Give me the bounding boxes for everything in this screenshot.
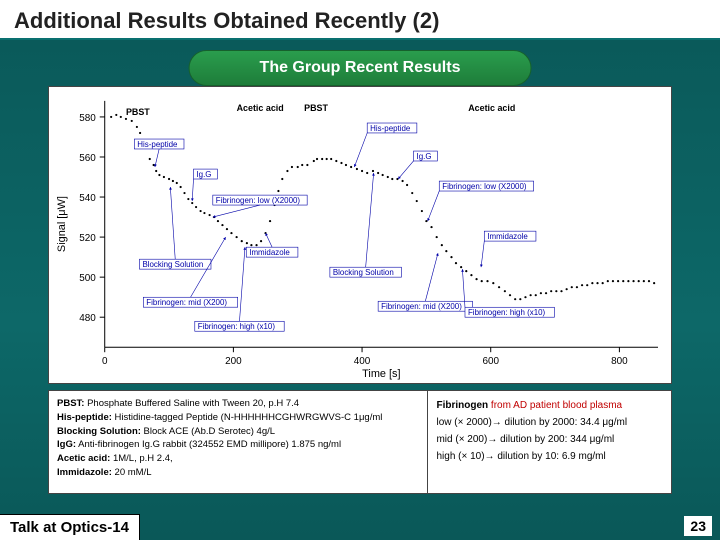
- svg-text:Blocking Solution: Blocking Solution: [142, 260, 203, 269]
- svg-text:Immidazole: Immidazole: [249, 248, 290, 257]
- svg-text:Acetic acid: Acetic acid: [237, 103, 284, 113]
- svg-text:Fibrinogen: mid (X200): Fibrinogen: mid (X200): [146, 298, 227, 307]
- svg-text:540: 540: [79, 193, 96, 204]
- svg-text:His-peptide: His-peptide: [370, 124, 411, 133]
- svg-text:Immidazole: Immidazole: [487, 232, 528, 241]
- svg-text:Time [s]: Time [s]: [362, 368, 400, 380]
- svg-text:PBST: PBST: [126, 107, 150, 117]
- legend-left: PBST: Phosphate Buffered Saline with Twe…: [49, 391, 428, 493]
- svg-text:200: 200: [225, 356, 242, 367]
- legend: PBST: Phosphate Buffered Saline with Twe…: [48, 390, 672, 494]
- svg-text:His-peptide: His-peptide: [137, 140, 178, 149]
- svg-text:560: 560: [79, 153, 96, 164]
- slide-subtitle: The Group Recent Results: [189, 50, 532, 86]
- svg-text:580: 580: [79, 113, 96, 124]
- svg-text:0: 0: [102, 356, 108, 367]
- slide-title: Additional Results Obtained Recently (2): [0, 0, 720, 40]
- svg-text:800: 800: [611, 356, 628, 367]
- svg-text:Ig.G: Ig.G: [196, 170, 211, 179]
- legend-right: Fibrinogen from AD patient blood plasmal…: [428, 391, 671, 493]
- svg-text:Blocking Solution: Blocking Solution: [333, 268, 394, 277]
- svg-text:Acetic acid: Acetic acid: [468, 103, 515, 113]
- svg-text:500: 500: [79, 273, 96, 284]
- svg-text:520: 520: [79, 233, 96, 244]
- page-number: 23: [684, 516, 712, 536]
- svg-text:PBST: PBST: [304, 103, 328, 113]
- svg-text:Ig.G: Ig.G: [417, 152, 432, 161]
- svg-text:Fibrinogen: low (X2000): Fibrinogen: low (X2000): [216, 196, 301, 205]
- svg-text:Signal [μW]: Signal [μW]: [56, 196, 68, 252]
- signal-time-chart: 0 200 400 600 800 480 500 520 540 560 580 Time [s] S…: [48, 86, 672, 384]
- svg-text:Fibrinogen: low (X2000): Fibrinogen: low (X2000): [442, 182, 527, 191]
- svg-text:Fibrinogen: mid (X200): Fibrinogen: mid (X200): [381, 302, 462, 311]
- svg-text:Fibrinogen: high (x10): Fibrinogen: high (x10): [468, 308, 546, 317]
- svg-text:400: 400: [354, 356, 371, 367]
- footer-talk-label: Talk at Optics-14: [0, 514, 140, 540]
- svg-text:600: 600: [482, 356, 499, 367]
- svg-text:480: 480: [79, 313, 96, 324]
- svg-text:Fibrinogen: high (x10): Fibrinogen: high (x10): [198, 322, 276, 331]
